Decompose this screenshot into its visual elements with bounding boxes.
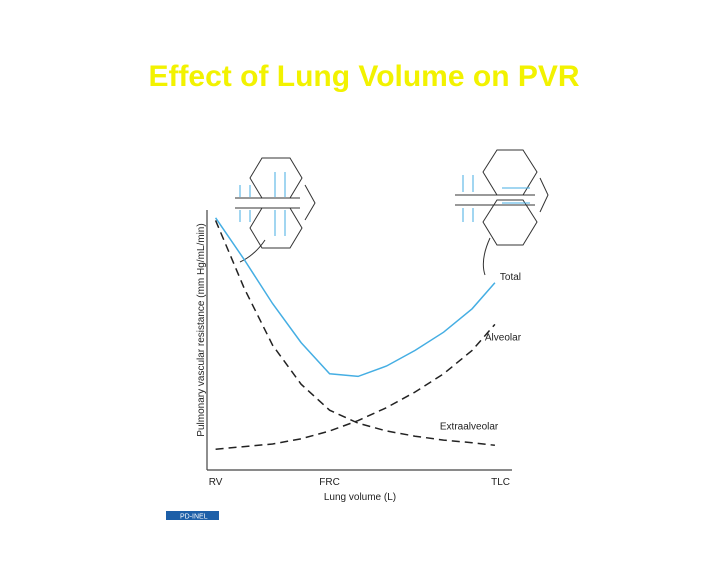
x-tick-label: TLC [491, 477, 510, 488]
x-tick-label: FRC [319, 477, 340, 488]
alveoli-diagram-tlc [455, 149, 549, 276]
series-line [214, 220, 495, 447]
series-line [215, 323, 496, 450]
series-line [214, 217, 496, 378]
series-label: Total [500, 272, 521, 283]
y-axis-label: Pulmonary vascular resistance (mm Hg/mL/… [196, 223, 207, 436]
logo-box: PD-INEL [166, 511, 219, 521]
x-axis-label: Lung volume (L) [324, 492, 396, 503]
alveoli-diagram-rv [235, 157, 316, 263]
logo: PD-INEL [180, 514, 208, 521]
series-label: Alveolar [485, 332, 522, 343]
slide-title: Effect of Lung Volume on PVR [148, 60, 579, 93]
x-tick-label: RV [209, 477, 223, 488]
series-label: Extraalveolar [440, 421, 499, 432]
